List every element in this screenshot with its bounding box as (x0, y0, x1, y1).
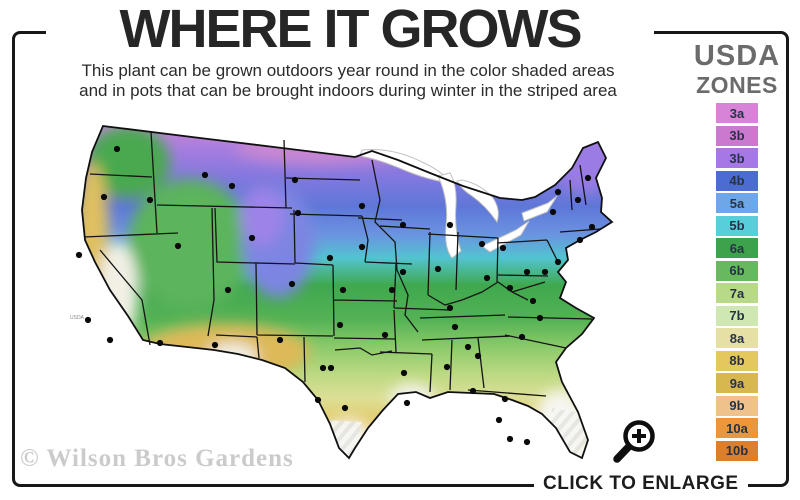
map-dot (523, 438, 531, 446)
map-dot (499, 244, 507, 252)
map-dot (326, 254, 334, 262)
map-dot (478, 240, 486, 248)
click-to-enlarge-button[interactable]: CLICK TO ENLARGE (534, 473, 748, 495)
map-dot (536, 314, 544, 322)
map-dot (174, 242, 182, 250)
map-dot (446, 221, 454, 229)
map-dot (574, 196, 582, 204)
state-borders (83, 131, 601, 397)
map-dot (211, 341, 219, 349)
map-dot (474, 352, 482, 360)
map-dot (451, 323, 459, 331)
map-dot (224, 286, 232, 294)
subtitle-line-2: and in pots that can be brought indoors … (79, 81, 617, 101)
usda-zone-legend: 3a 3b 3b 4b 5a 5b 6a 6b 7a 7b 8a 8b 9a 9b 10a 10b (716, 103, 760, 463)
page-title: WHERE IT GROWS (46, 0, 654, 60)
map-dot (506, 284, 514, 292)
map-dot (388, 286, 396, 294)
map-dot (381, 331, 389, 339)
great-lakes (359, 149, 558, 259)
map-dot (400, 369, 408, 377)
legend-zone-chip-7b-9: 7b (716, 305, 758, 326)
map-dot (403, 399, 411, 407)
legend-zone-chip-5b-5: 5b (716, 215, 758, 236)
map-dot (541, 268, 549, 276)
map-micro-credit: USDA (70, 315, 84, 321)
map-dot (483, 274, 491, 282)
legend-zone-chip-9b-13: 9b (716, 395, 758, 416)
striped-area-south-texas (328, 420, 362, 458)
map-dot (523, 268, 531, 276)
map-dot (84, 316, 92, 324)
map-dot (228, 182, 236, 190)
map-dot (469, 387, 477, 395)
us-outline (81, 125, 614, 460)
map-dot (446, 304, 454, 312)
city-dots (75, 145, 596, 446)
watermark: © Wilson Bros Gardens (20, 445, 294, 472)
map-dot (576, 236, 584, 244)
subtitle-line-1: This plant can be grown outdoors year ro… (81, 61, 615, 80)
map-dot (314, 396, 322, 404)
map-dot (358, 243, 366, 251)
map-dot (288, 280, 296, 288)
map-dot (339, 286, 347, 294)
legend-zone-chip-8a-10: 8a (716, 328, 758, 348)
map-dot (584, 174, 592, 182)
map-dot (201, 171, 209, 179)
striped-area-south-florida (550, 408, 590, 458)
map-dot (336, 321, 344, 329)
legend-zone-chip-6a-6: 6a (716, 238, 758, 258)
map-dot (464, 343, 472, 351)
map-dot (341, 404, 349, 412)
map-dot (319, 364, 327, 372)
map-dot (294, 209, 302, 217)
legend-zone-chip-6b-7: 6b (716, 260, 758, 281)
map-dot (495, 416, 503, 424)
map-dot (434, 265, 442, 273)
map-dot (327, 364, 335, 372)
map-dot (399, 221, 407, 229)
map-dot (146, 196, 154, 204)
map-dot (588, 223, 596, 231)
map-dot (156, 339, 164, 347)
map-dot (443, 363, 451, 371)
legend-zone-chip-4b-3: 4b (716, 170, 758, 191)
legend-zone-chip-3b-2: 3b (716, 148, 758, 168)
legend-zone-chip-10b-15: 10b (716, 440, 758, 461)
legend-zone-chip-8b-11: 8b (716, 350, 758, 371)
map-dot (518, 333, 526, 341)
legend-zone-chip-3a-0: 3a (716, 103, 758, 123)
map-dot (529, 297, 537, 305)
map-dot (100, 193, 108, 201)
map-dot (399, 268, 407, 276)
map-dot (554, 258, 562, 266)
zoom-in-magnifier-icon[interactable] (608, 415, 662, 469)
map-dot (554, 188, 562, 196)
legend-title-usda: USDA (693, 40, 781, 72)
map-dot (75, 251, 83, 259)
map-dot (248, 234, 256, 242)
legend-zone-chip-3b-1: 3b (716, 125, 758, 146)
legend-title-zones: ZONES (696, 72, 778, 98)
legend-zone-chip-5a-4: 5a (716, 193, 758, 213)
legend-zone-chip-10a-14: 10a (716, 418, 758, 438)
map-dot (501, 395, 509, 403)
map-dot (106, 336, 114, 344)
map-dot (506, 435, 514, 443)
map-dot (291, 176, 299, 184)
legend-title: USDA ZONES (682, 42, 792, 97)
legend-zone-chip-9a-12: 9a (716, 373, 758, 393)
map-dot (358, 202, 366, 210)
legend-zone-chip-7a-8: 7a (716, 283, 758, 303)
map-dot (549, 208, 557, 216)
map-dot (113, 145, 121, 153)
subtitle: This plant can be grown outdoors year ro… (46, 61, 650, 101)
map-dot (276, 336, 284, 344)
